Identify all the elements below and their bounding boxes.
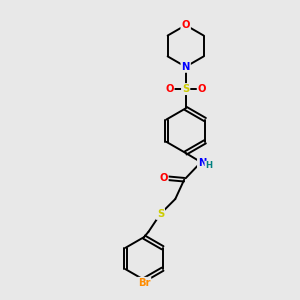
Text: N: N bbox=[198, 158, 206, 168]
Text: S: S bbox=[157, 209, 164, 219]
Text: S: S bbox=[182, 84, 189, 94]
Text: H: H bbox=[205, 161, 212, 170]
Text: N: N bbox=[182, 62, 190, 72]
Text: O: O bbox=[182, 20, 190, 30]
Text: Br: Br bbox=[138, 278, 150, 288]
Text: O: O bbox=[165, 84, 174, 94]
Text: O: O bbox=[198, 84, 206, 94]
Text: O: O bbox=[159, 173, 168, 183]
